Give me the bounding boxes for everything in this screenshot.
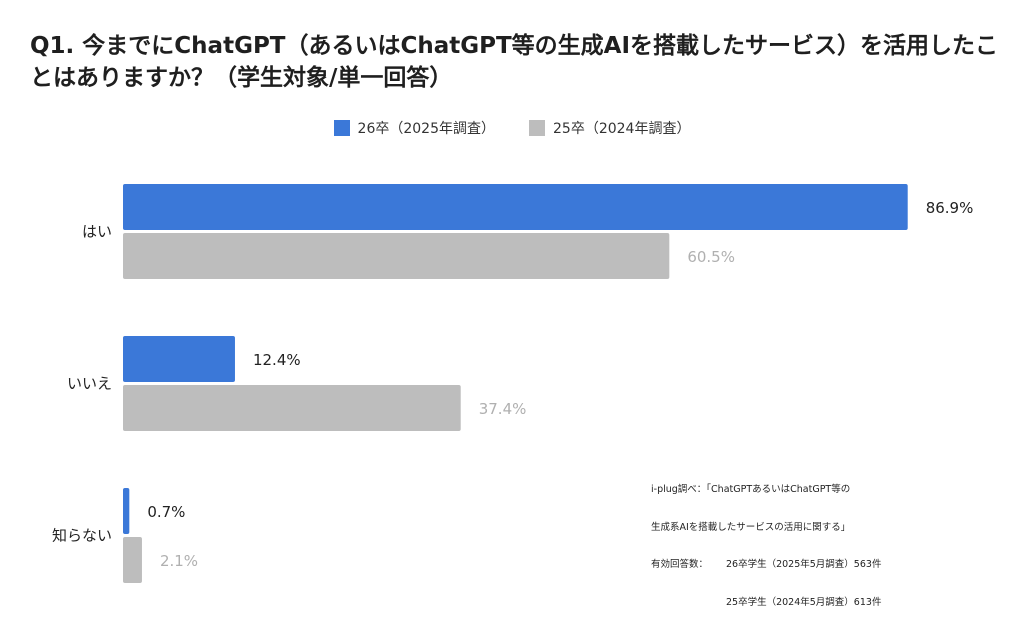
bar — [123, 488, 130, 534]
legend-label-25: 25卒（2024年調査） — [553, 121, 691, 137]
note-line-2: 生成系AIを搭載したサービスの活用に関する」 — [651, 521, 851, 533]
note-count-row-26: 有効回答数： 26卒学生（2025年5月調査）563件 — [651, 559, 881, 572]
note-count-26: 26卒学生（2025年5月調査）563件 — [726, 559, 882, 570]
note-count-spacer — [651, 597, 726, 610]
note-count-label: 有効回答数： — [651, 559, 709, 570]
bar — [123, 233, 670, 279]
legend-item-26: 26卒（2025年調査） — [333, 118, 495, 138]
note-count-row-25: 25卒学生（2024年5月調査）613件 — [651, 597, 881, 610]
legend-item-25: 25卒（2024年調査） — [529, 118, 690, 138]
data-label: 37.4% — [479, 400, 527, 418]
note-line-1: i-plug調べ：「ChatGPTあるいはChatGPT等の — [651, 484, 851, 495]
category-label: いいえ — [67, 375, 112, 393]
chart-title: Q1. 今までにChatGPT（あるいはChatGPT等の生成AIを搭載したサー… — [30, 33, 999, 91]
data-label: 86.9% — [926, 199, 974, 217]
data-label: 12.4% — [253, 351, 301, 369]
data-label: 2.1% — [160, 552, 198, 570]
note-count-25: 25卒学生（2024年5月調査）613件 — [726, 596, 882, 608]
legend-swatch-25 — [529, 120, 545, 136]
data-label: 60.5% — [687, 248, 735, 266]
category-label: 知らない — [52, 527, 112, 545]
bar — [123, 184, 908, 230]
bar — [123, 336, 235, 382]
category-label: はい — [82, 223, 112, 241]
bar — [123, 385, 461, 431]
legend-label-26: 26卒（2025年調査） — [357, 121, 495, 137]
chart-legend: 26卒（2025年調査） 25卒（2024年調査） — [0, 118, 1024, 138]
data-label: 0.7% — [147, 503, 185, 521]
bar — [123, 537, 142, 583]
source-note: i-plug調べ：「ChatGPTあるいはChatGPT等の 生成系AIを搭載し… — [651, 459, 881, 622]
legend-swatch-26 — [333, 120, 350, 136]
